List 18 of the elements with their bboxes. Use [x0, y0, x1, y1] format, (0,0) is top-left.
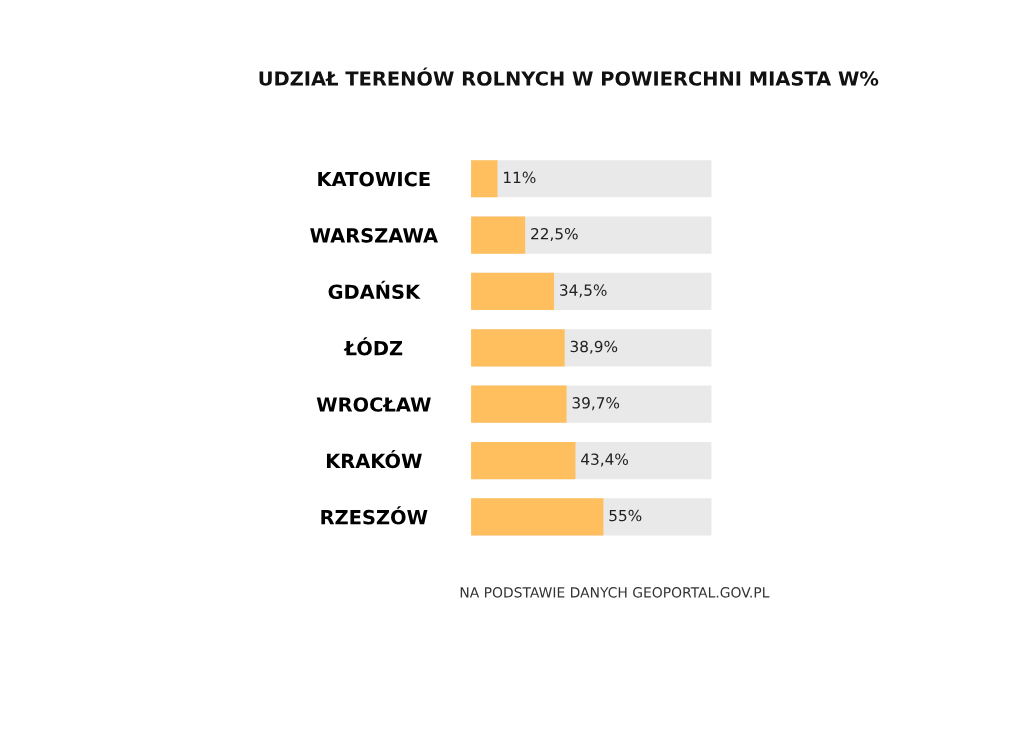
- data-label: 22,5%: [531, 227, 578, 242]
- data-label: 39,7%: [572, 397, 620, 411]
- y-tick-label: WROCŁAW: [316, 397, 431, 412]
- y-tick-label: RZESZÓW: [321, 506, 428, 525]
- data-label: 43,4%: [581, 453, 629, 467]
- text: NA PODSTAWIE DANYCH GEOPORTAL.GOV.PL: [460, 587, 770, 598]
- bar: [471, 160, 498, 198]
- data-label: 55%: [609, 509, 642, 522]
- data-label: 38,9%: [570, 340, 618, 354]
- y-tick-label: KRAKÓW: [326, 449, 422, 469]
- bar: [471, 216, 526, 254]
- y-tick-label: KATOWICE: [318, 171, 430, 187]
- chart-title: UDZIAŁ TERENÓW ROLNYCH W POWIERCHNI MIASTA W%: [259, 67, 879, 86]
- y-tick-label: GDAŃSK: [328, 280, 421, 300]
- y-tick-label: ŁÓDZ: [343, 337, 403, 356]
- data-label: 11%: [504, 171, 536, 184]
- y-tick-label: WARSZAWA: [310, 228, 438, 243]
- data-label: 34,5%: [560, 284, 607, 298]
